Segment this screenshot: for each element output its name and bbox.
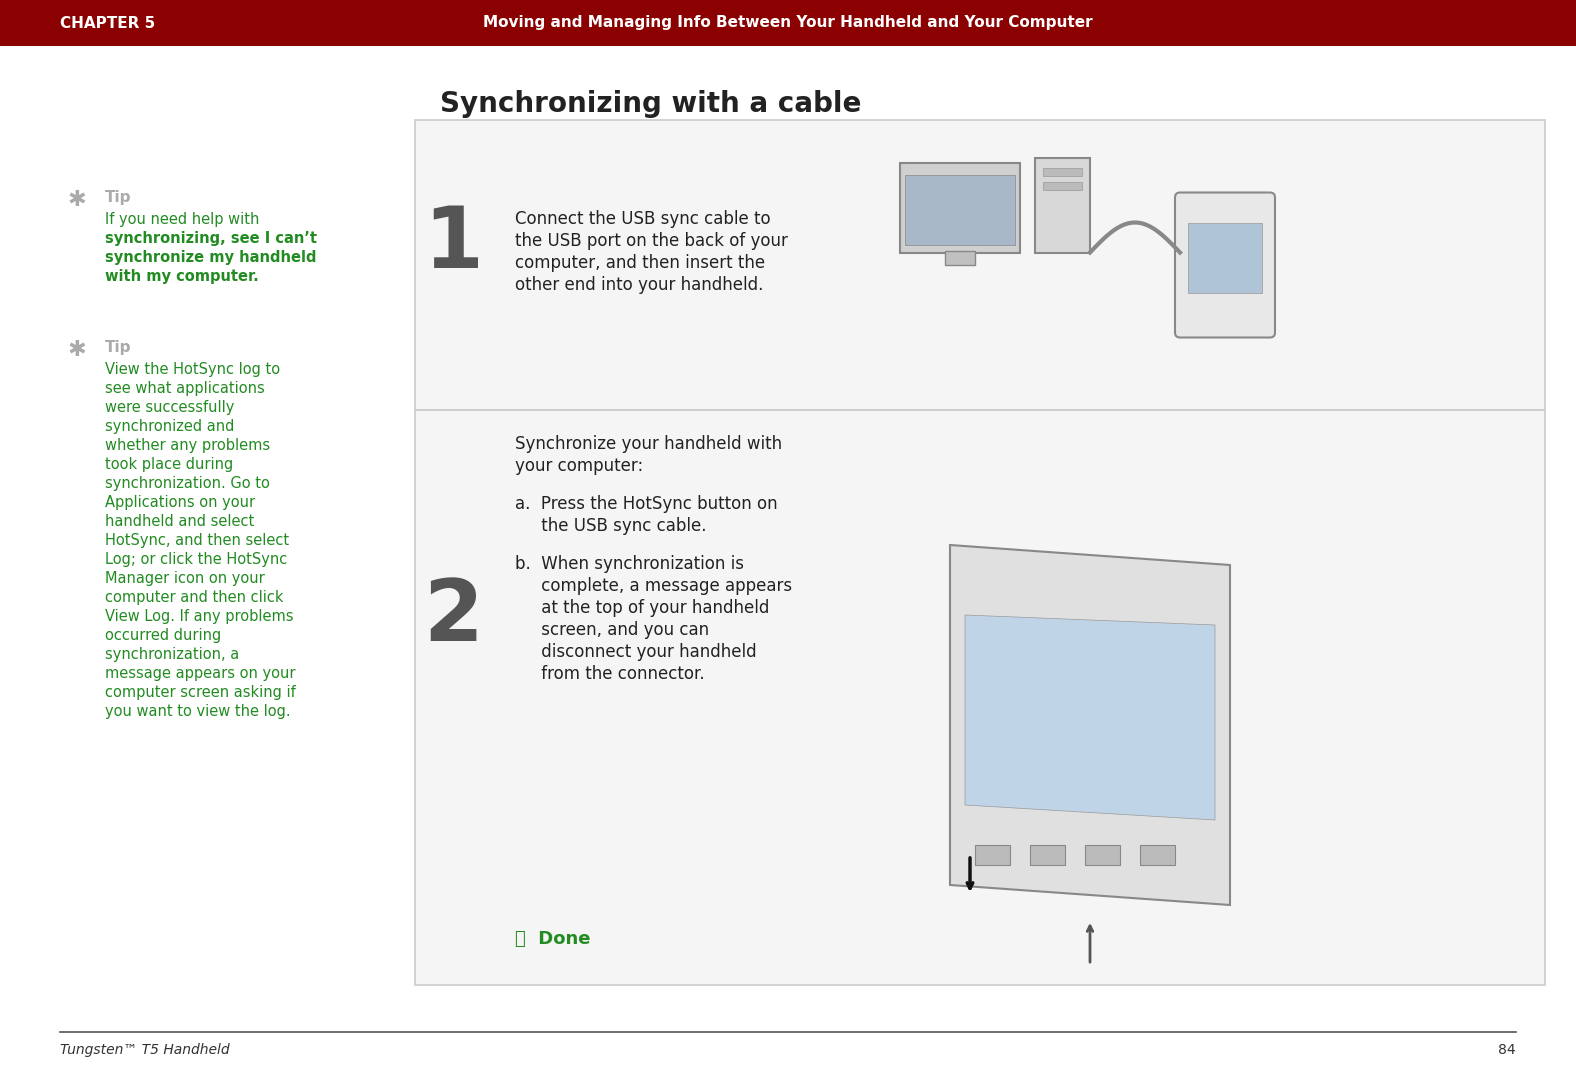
Text: message appears on your: message appears on your: [106, 666, 295, 681]
Text: synchronization, a: synchronization, a: [106, 647, 240, 662]
Text: disconnect your handheld: disconnect your handheld: [515, 643, 756, 661]
Bar: [1043, 181, 1083, 189]
Text: ✱: ✱: [68, 190, 87, 210]
Text: View Log. If any problems: View Log. If any problems: [106, 609, 293, 624]
Text: Manager icon on your: Manager icon on your: [106, 571, 265, 586]
Text: your computer:: your computer:: [515, 457, 643, 475]
Bar: [1035, 158, 1091, 253]
Text: b.  When synchronization is: b. When synchronization is: [515, 555, 744, 573]
Text: Log; or click the HotSync: Log; or click the HotSync: [106, 552, 287, 567]
Text: computer screen asking if: computer screen asking if: [106, 685, 296, 700]
Bar: [1139, 845, 1176, 865]
Bar: [900, 162, 1020, 253]
Bar: [0, 0, 1576, 46]
Polygon shape: [965, 615, 1215, 820]
Text: Tungsten™ T5 Handheld: Tungsten™ T5 Handheld: [60, 1043, 230, 1057]
Text: 1: 1: [422, 203, 482, 286]
Text: ✱: ✱: [68, 340, 87, 360]
Bar: [1031, 845, 1065, 865]
Text: with my computer.: with my computer.: [106, 269, 258, 284]
Text: other end into your handheld.: other end into your handheld.: [515, 276, 763, 294]
Bar: [414, 120, 1544, 410]
Bar: [1188, 222, 1262, 293]
Text: synchronizing, see I can’t: synchronizing, see I can’t: [106, 231, 317, 246]
Polygon shape: [950, 545, 1229, 905]
Bar: [946, 251, 976, 265]
Text: 84: 84: [1499, 1043, 1516, 1057]
Text: at the top of your handheld: at the top of your handheld: [515, 599, 769, 617]
Text: CHAPTER 5: CHAPTER 5: [60, 15, 156, 30]
Text: Moving and Managing Info Between Your Handheld and Your Computer: Moving and Managing Info Between Your Ha…: [484, 15, 1092, 30]
FancyBboxPatch shape: [1176, 192, 1275, 337]
Text: whether any problems: whether any problems: [106, 438, 269, 453]
Text: took place during: took place during: [106, 457, 233, 472]
Text: computer, and then insert the: computer, and then insert the: [515, 254, 764, 272]
Text: Synchronizing with a cable: Synchronizing with a cable: [440, 90, 862, 118]
Text: Tip: Tip: [106, 340, 131, 355]
Text: a.  Press the HotSync button on: a. Press the HotSync button on: [515, 495, 777, 513]
Bar: [976, 845, 1010, 865]
Text: see what applications: see what applications: [106, 381, 265, 396]
Text: 2: 2: [422, 576, 482, 659]
Text: the USB port on the back of your: the USB port on the back of your: [515, 232, 788, 249]
Text: the USB sync cable.: the USB sync cable.: [515, 517, 706, 535]
Text: Applications on your: Applications on your: [106, 495, 255, 510]
Text: handheld and select: handheld and select: [106, 514, 254, 529]
Text: you want to view the log.: you want to view the log.: [106, 704, 290, 719]
Text: synchronized and: synchronized and: [106, 419, 235, 434]
Text: occurred during: occurred during: [106, 627, 221, 643]
Text: HotSync, and then select: HotSync, and then select: [106, 534, 288, 548]
Text: screen, and you can: screen, and you can: [515, 621, 709, 639]
Bar: [905, 175, 1015, 244]
Text: from the connector.: from the connector.: [515, 665, 704, 683]
Text: synchronize my handheld: synchronize my handheld: [106, 249, 317, 265]
Text: complete, a message appears: complete, a message appears: [515, 577, 793, 595]
Bar: [1084, 845, 1121, 865]
Bar: [414, 410, 1544, 985]
Text: Connect the USB sync cable to: Connect the USB sync cable to: [515, 210, 771, 228]
Text: Synchronize your handheld with: Synchronize your handheld with: [515, 435, 782, 453]
Text: computer and then click: computer and then click: [106, 590, 284, 605]
Text: Tip: Tip: [106, 190, 131, 205]
Text: synchronization. Go to: synchronization. Go to: [106, 476, 269, 491]
Bar: [1043, 167, 1083, 175]
Text: If you need help with: If you need help with: [106, 212, 260, 227]
Text: were successfully: were successfully: [106, 400, 235, 415]
Text: View the HotSync log to: View the HotSync log to: [106, 362, 281, 377]
Text: ⤓  Done: ⤓ Done: [515, 930, 591, 948]
